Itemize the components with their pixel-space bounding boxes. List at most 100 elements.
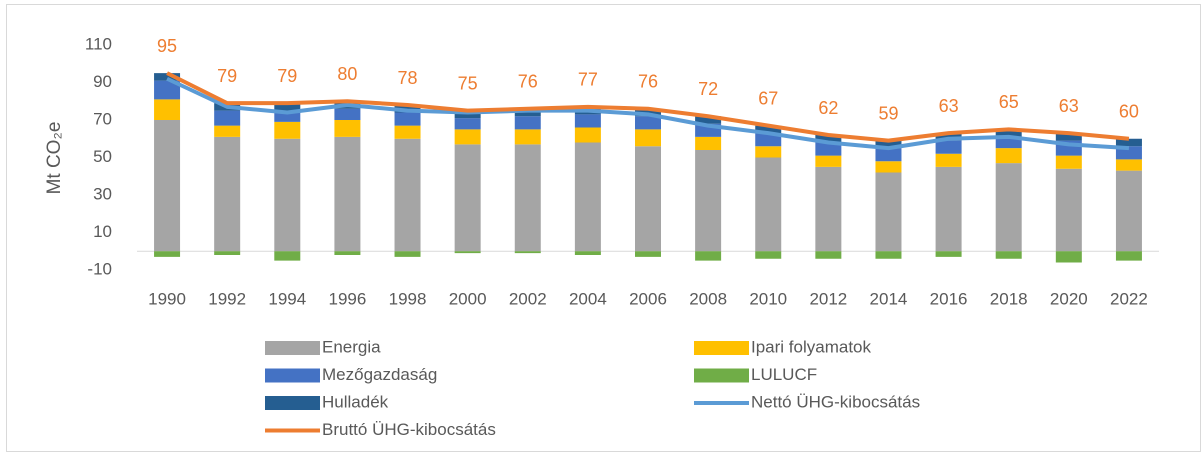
bar-segment [514, 251, 541, 254]
data-label: 80 [337, 64, 357, 84]
bar-segment [214, 110, 241, 126]
bar-segment [875, 251, 902, 259]
bar-segment [755, 157, 782, 252]
bar-segment [394, 138, 421, 252]
data-label: 75 [458, 73, 478, 93]
bar-segment [935, 153, 962, 167]
legend-swatch [694, 341, 749, 355]
bar-segment [1055, 133, 1082, 141]
bar-segment [635, 116, 661, 130]
y-tick-label: 70 [93, 109, 112, 128]
bar-segment [875, 140, 902, 149]
bar-segment [574, 142, 601, 252]
bar-segment [695, 251, 722, 261]
x-tick-label: 2004 [569, 289, 607, 308]
bar-segment [274, 103, 301, 111]
bar-segment [334, 251, 361, 255]
data-label: 63 [939, 96, 959, 116]
bar-segment [755, 125, 782, 134]
bar-segment [695, 116, 722, 124]
legend-swatch [694, 368, 749, 383]
data-label: 76 [518, 72, 538, 92]
bar-segment [815, 135, 842, 143]
bar-segment [875, 172, 902, 252]
y-tick-label: 110 [85, 34, 112, 53]
bar-segment [214, 251, 241, 255]
legend-label: Nettó ÜHG-kibocsátás [751, 392, 920, 411]
legend-label: Hulladék [322, 392, 389, 411]
x-tick-label: 2014 [870, 289, 908, 308]
data-label: 77 [578, 70, 598, 90]
y-tick-label: 90 [93, 72, 112, 91]
x-tick-label: 2002 [509, 289, 547, 308]
bar-segment [935, 251, 962, 257]
data-label: 60 [1119, 102, 1139, 122]
x-tick-label: 1998 [389, 289, 427, 308]
bar-segment [635, 251, 661, 257]
bar-segment [755, 146, 782, 158]
y-axis-label: Mt CO₂e [44, 122, 65, 195]
bar-segment [454, 129, 481, 145]
line [166, 71, 1130, 143]
x-tick-label: 1996 [328, 289, 366, 308]
bar-segment [574, 114, 601, 128]
data-label: 67 [758, 88, 778, 108]
data-label: 76 [638, 72, 658, 92]
bar-segment [995, 136, 1022, 149]
legend-label: Ipari folyamatok [751, 337, 871, 356]
legend-label: LULUCF [751, 365, 817, 384]
bar-segment [635, 129, 661, 147]
bar-segment [514, 116, 541, 130]
bar-segment [154, 251, 181, 257]
y-tick-label: -10 [87, 259, 112, 278]
bar-segment [394, 251, 421, 257]
bar-segment [454, 251, 481, 254]
bar-segment [1055, 168, 1082, 252]
bar-segment [1055, 251, 1082, 263]
bar-segment [394, 112, 421, 126]
x-tick-label: 2012 [809, 289, 847, 308]
bar-segment [154, 120, 181, 252]
bar-segment [815, 251, 842, 259]
bar-segment [454, 118, 481, 130]
x-tick-label: 1992 [208, 289, 246, 308]
bar-segment [274, 138, 301, 252]
data-label: 78 [398, 68, 418, 88]
x-tick-label: 2022 [1110, 289, 1148, 308]
bar-segment [995, 163, 1022, 252]
bar-segment [995, 129, 1022, 137]
bar-segment [1115, 170, 1142, 252]
bar-segment [995, 251, 1022, 259]
bar-segment [154, 99, 181, 120]
x-tick-label: 2016 [930, 289, 968, 308]
line [166, 76, 1130, 151]
bar-segment [274, 251, 301, 261]
x-tick-label: 1990 [148, 289, 186, 308]
legend-label: Energia [322, 337, 381, 356]
bar-segment [875, 161, 902, 173]
bar-segment [274, 121, 301, 139]
x-tick-label: 2008 [689, 289, 727, 308]
bar-segment [454, 144, 481, 252]
bar-segment [1115, 138, 1142, 147]
legend-swatch [265, 341, 320, 355]
bar-segment [1115, 251, 1142, 261]
bar-segment [1115, 159, 1142, 171]
data-label: 59 [878, 103, 898, 123]
bar-segment [394, 125, 421, 139]
bar-segment [334, 120, 361, 137]
legend-label: Mezőgazdaság [322, 365, 437, 384]
bar-segment [154, 80, 181, 100]
bar-segment [815, 155, 842, 167]
data-label: 65 [999, 92, 1019, 112]
bar-segment [755, 251, 782, 259]
y-tick-label: 50 [93, 147, 112, 166]
bar-segment [695, 136, 722, 150]
bar-segment [574, 127, 601, 143]
data-label: 62 [818, 98, 838, 118]
x-tick-label: 2020 [1050, 289, 1088, 308]
bar-segment [514, 144, 541, 252]
x-tick-label: 2000 [449, 289, 487, 308]
data-label: 79 [217, 66, 237, 86]
